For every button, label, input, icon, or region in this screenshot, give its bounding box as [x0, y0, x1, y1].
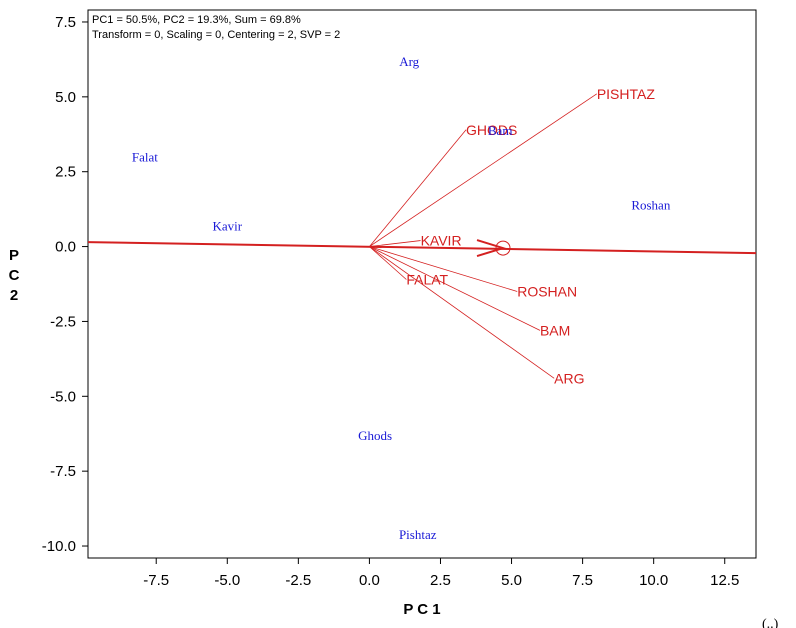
genotype-label: Roshan: [631, 198, 671, 213]
genotype-label: Falat: [132, 150, 158, 165]
environment-vector: [369, 246, 555, 379]
genotype-label: Pishtaz: [399, 527, 437, 542]
plot-frame: [87, 9, 757, 559]
environment-vector: [369, 246, 541, 331]
genotype-label: Bam: [488, 123, 513, 138]
environment-label: BAM: [540, 322, 570, 338]
environment-label: ARG: [554, 370, 584, 386]
environment-label: FALAT: [406, 272, 448, 288]
x-tick-label: 0.0: [359, 572, 380, 589]
environment-vector: [369, 240, 421, 247]
y-tick-label: -2.5: [50, 313, 76, 330]
environment-labels: PISHTAZ GHODS KAVIR FALAT ROSHAN BAM ARG: [406, 86, 655, 386]
x-axis-title: P C 1: [403, 601, 440, 618]
y-tick-label: 5.0: [55, 89, 76, 106]
y-axis-title-line-2: C: [9, 267, 20, 284]
x-tick-label: 7.5: [572, 572, 593, 589]
chart-header-line-2: Transform = 0, Scaling = 0, Centering = …: [92, 29, 340, 41]
y-tick-label: -10.0: [42, 538, 76, 555]
y-tick-label: -5.0: [50, 388, 76, 405]
y-tick-label: 0.0: [55, 239, 76, 256]
environment-vectors: [369, 93, 598, 379]
environment-vector: [369, 129, 467, 247]
genotype-labels: Arg Bam Falat Kavir Roshan Ghods Pishtaz: [132, 54, 671, 542]
y-tick-label: 2.5: [55, 164, 76, 181]
y-tick-label: -7.5: [50, 463, 76, 480]
environment-label: PISHTAZ: [597, 86, 656, 102]
y-axis-ticks: -10.0 -7.5 -5.0 -2.5 0.0 2.5 5.0 7.5: [42, 14, 88, 555]
environment-label: GHODS: [466, 122, 517, 138]
genotype-label: Arg: [399, 54, 419, 69]
y-axis-title-line-1: P: [9, 247, 19, 264]
x-tick-label: -2.5: [285, 572, 311, 589]
x-tick-label: 2.5: [430, 572, 451, 589]
average-environment-axis-line: [87, 241, 757, 255]
x-tick-label: 5.0: [501, 572, 522, 589]
corner-note: (..): [762, 617, 779, 628]
environment-label: KAVIR: [421, 233, 462, 249]
x-tick-label: 12.5: [710, 572, 739, 589]
average-environment-arrow: [476, 239, 507, 258]
x-tick-label: -5.0: [214, 572, 240, 589]
genotype-label: Kavir: [212, 219, 242, 234]
environment-vector: [369, 246, 518, 292]
average-environment-axis: [87, 239, 757, 258]
x-tick-label: 10.0: [639, 572, 668, 589]
environment-label: ROSHAN: [517, 283, 577, 299]
x-axis-ticks: -7.5 -5.0 -2.5 0.0 2.5 5.0 7.5 10.0 12.5: [143, 558, 739, 589]
genotype-label: Ghods: [358, 428, 392, 443]
y-axis-title-line-3: 2: [10, 287, 18, 304]
y-tick-label: 7.5: [55, 14, 76, 31]
environment-vector: [369, 93, 598, 247]
average-environment-circle: [495, 240, 511, 256]
chart-header-line-1: PC1 = 50.5%, PC2 = 19.3%, Sum = 69.8%: [92, 14, 301, 26]
x-tick-label: -7.5: [143, 572, 169, 589]
environment-vector: [369, 246, 407, 280]
